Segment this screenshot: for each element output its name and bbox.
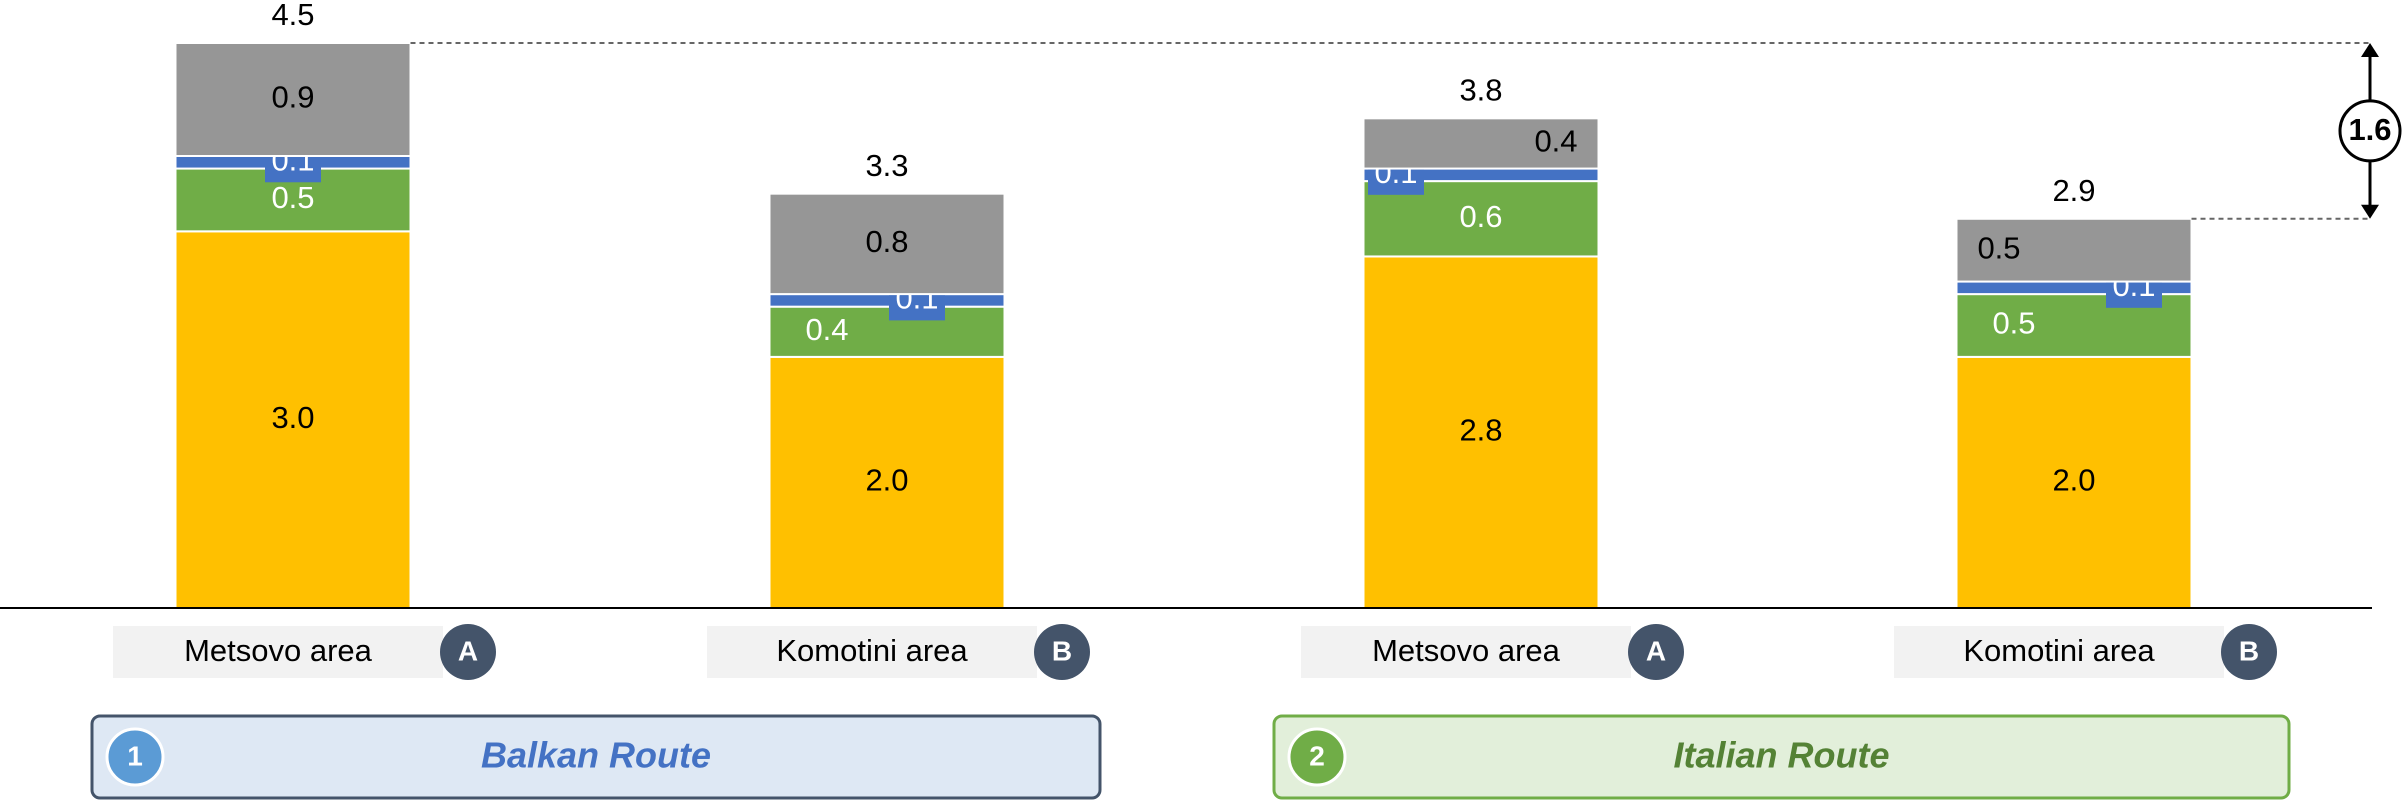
category-label: Metsovo area [184, 633, 373, 668]
bar-segment [768, 293, 1006, 308]
bar-segment [1955, 355, 2193, 609]
category-badge [2221, 624, 2277, 680]
route-badge [1287, 727, 1347, 787]
category-badge-label: A [458, 635, 478, 666]
value-label: 0.5 [1992, 306, 2035, 341]
total-label: 2.9 [2052, 173, 2095, 208]
difference-label: 1.6 [2348, 112, 2391, 147]
route-box [90, 714, 1102, 800]
arrow-head [2361, 43, 2379, 57]
value-label: 3.0 [271, 400, 314, 435]
value-label: 0.6 [1459, 199, 1502, 234]
arrow-head [2361, 204, 2379, 219]
category-badge-label: B [1052, 635, 1072, 666]
category-badge [1034, 624, 1090, 680]
value-label: 0.4 [1534, 124, 1577, 159]
value-label: 0.4 [805, 312, 848, 347]
bar-segment [768, 192, 1006, 296]
route-badge-label: 1 [127, 740, 143, 771]
value-label: 0.8 [865, 224, 908, 259]
difference-circle [2338, 99, 2402, 163]
value-label: 2.0 [2052, 463, 2095, 498]
route-box [1272, 714, 2291, 800]
bar-segment [174, 230, 412, 609]
value-label: 0.5 [1977, 230, 2020, 265]
category-badge [1628, 624, 1684, 680]
bar-segment [1362, 117, 1600, 170]
route-badge-label: 2 [1309, 740, 1325, 771]
total-label: 3.3 [865, 148, 908, 183]
category-badge-label: A [1646, 635, 1666, 666]
bar-segment [1955, 217, 2193, 283]
category-box [113, 626, 443, 678]
route-label: Balkan Route [481, 735, 711, 776]
category-badge [440, 624, 496, 680]
value-label: 0.9 [271, 80, 314, 115]
value-label: 2.0 [865, 463, 908, 498]
total-label: 3.8 [1459, 73, 1502, 108]
route-badge [105, 727, 165, 787]
total-label: 4.5 [271, 0, 314, 32]
bar-segment [1362, 255, 1600, 609]
category-box [1894, 626, 2224, 678]
category-box [1301, 626, 1631, 678]
category-label: Metsovo area [1372, 633, 1561, 668]
category-box [707, 626, 1037, 678]
value-label: 2.8 [1459, 412, 1502, 447]
value-label: 0.5 [271, 180, 314, 215]
category-label: Komotini area [1963, 633, 2155, 668]
category-badge-label: B [2239, 635, 2259, 666]
route-label: Italian Route [1673, 735, 1889, 776]
bar-segment [174, 42, 412, 157]
category-label: Komotini area [776, 633, 968, 668]
